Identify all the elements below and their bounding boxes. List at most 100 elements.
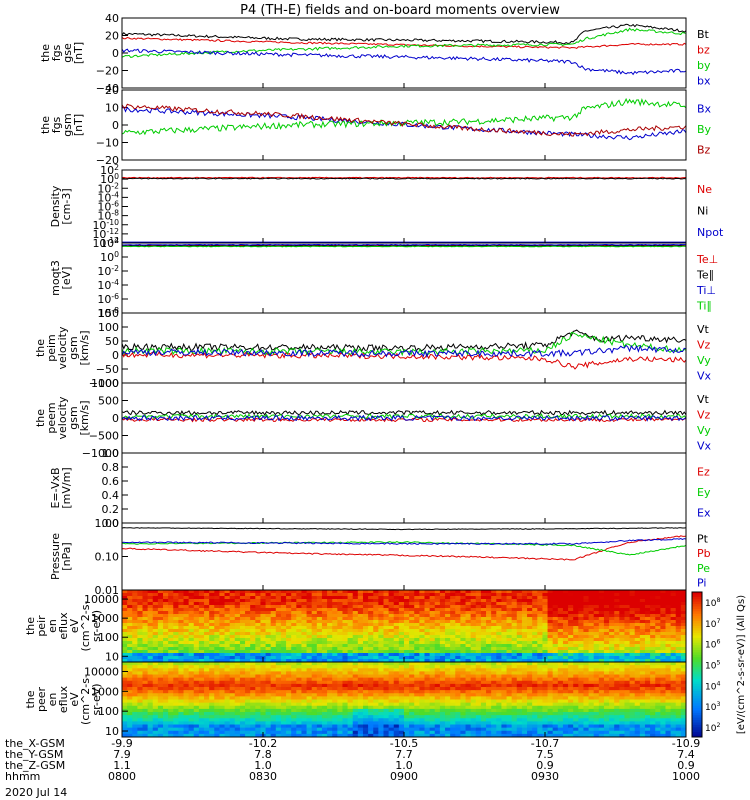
legend-entry: by [697,59,711,72]
y-tick-label: 10000 [84,593,119,606]
y-axis-label: thepeerenefluxeV(cm^2-s-sr-eV) [24,674,103,725]
y-tick-label: 0 [112,412,119,425]
y-tick-label: 0.0 [102,517,120,530]
y-tick-label: −20 [96,65,119,78]
legend-entry: Vx [697,369,712,382]
y-tick-label: 10 [105,102,119,115]
colorbar-cell [692,642,702,646]
colorbar-cell [692,671,702,675]
x-row-name: the_Z-GSM [5,759,65,772]
colorbar-cell [692,633,702,636]
y-tick-label: 100 [100,250,119,264]
x-row-value: -10.7 [531,737,559,750]
y-tick-label: 102 [100,163,119,177]
y-tick-label: −100 [89,377,119,390]
series-line-2 [122,535,686,561]
colorbar-cell [692,664,702,668]
x-row-value: 1.0 [395,759,413,772]
series-line-2 [122,351,686,370]
colorbar-tick: 103 [705,701,720,713]
x-row-value: 1.1 [113,759,131,772]
colorbar-cell [692,623,702,627]
colorbar: 108 107 106 105 104 103 102 [eV/(cm^2-s-sr-eV)]… [691,591,747,738]
colorbar-cell [692,724,702,728]
x-row-value: 1.0 [254,759,272,772]
panel-frame [121,242,687,314]
y-axis-label: thepeemvelocitygsm[km/s] [34,396,91,439]
legend-entry: bx [697,74,711,87]
series-line-4 [122,537,686,545]
legend-entry: Pi [697,577,706,590]
series-line-3 [122,27,686,58]
legend-entry: Npot [697,226,724,239]
legend-entry: Ti∥ [696,299,712,312]
colorbar-cell [692,635,702,639]
x-row-value: -9.9 [111,737,132,750]
colorbar-tick: 105 [705,660,720,672]
y-tick-label: 10000 [84,665,119,678]
colorbar-cell [692,613,702,617]
colorbar-cell [692,700,702,704]
y-tick-label: 10-8 [97,209,119,223]
legend-entry: Vz [697,408,711,421]
colorbar-tick: 102 [705,722,720,734]
colorbar-frame [691,591,703,738]
colorbar-cell [692,715,702,719]
series-line-3 [122,243,686,246]
colorbar-cell [692,647,702,651]
y-tick-label: 10-14 [92,236,119,250]
x-axis-table: the_X-GSM -9.9 -10.2 -10.5 -10.7 -10.9 the_Y-G… [5,737,700,783]
y-axis-label: moqt3[eV] [49,260,73,296]
y-axis-label: E=-VxB[mV/m] [49,467,73,508]
y-tick-label: −20 [96,154,119,167]
colorbar-cell [692,666,702,670]
y-tick-label: 0.2 [102,503,120,516]
y-tick-label: −500 [89,430,119,443]
y-tick-label: 0.6 [102,475,120,488]
y-tick-label: −10 [96,137,119,150]
colorbar-cell [692,669,702,673]
series-line-1 [122,176,686,179]
colorbar-cell [692,611,702,615]
series-line-1 [122,23,686,45]
colorbar-cell [692,640,702,644]
y-tick-label: 150 [98,307,119,320]
panel-2: 20 10 0 −10 −20 Bx By Bz thefgsgsm[nT] [39,84,712,167]
panel-frame [121,452,687,524]
colorbar-cell [692,695,702,699]
series-line-2 [122,97,686,136]
colorbar-cell [692,679,702,682]
y-tick-label: 0.8 [102,461,120,474]
y-tick-label: −50 [96,363,119,376]
y-tick-label: 20 [105,84,119,97]
y-tick-label: 10-10 [92,218,119,232]
legend-entry: Bz [697,144,711,157]
colorbar-cell [692,645,702,649]
x-row-value: 1000 [672,770,700,783]
x-row-value: 0930 [531,770,559,783]
legend-entry: Ex [697,507,711,520]
x-row-value: -10.2 [249,737,277,750]
series-line-3 [122,413,686,420]
y-tick-label: 10-6 [97,292,119,306]
x-row-name: hhmm [5,770,40,783]
colorbar-cell [692,650,702,653]
panel-7: 1.00.80.60.40.20.0 Ez Ey Ex E=-VxB[mV/m] [49,447,711,530]
colorbar-cell [692,698,702,702]
series-line-4 [122,414,686,422]
colorbar-cell [692,628,702,632]
colorbar-cell [692,606,702,610]
colorbar-tick: 107 [705,618,720,630]
colorbar-cell [692,703,702,707]
y-tick-label: 10 [105,650,119,663]
y-tick-label: 0 [112,47,119,60]
legend-entry: Te∥ [696,268,714,281]
legend-entry: Vz [697,338,711,351]
y-tick-label: 500 [98,395,119,408]
colorbar-cell [692,681,702,685]
colorbar-cell [692,654,702,658]
x-row-name: the_Y-GSM [5,748,63,761]
series-line-1 [122,527,686,531]
series-line-3 [122,103,686,137]
